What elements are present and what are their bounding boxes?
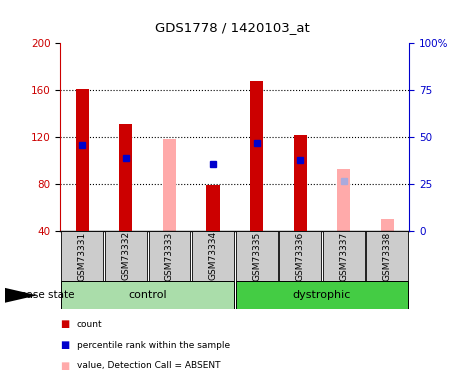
Bar [366, 231, 408, 281]
Polygon shape [5, 288, 37, 303]
Text: disease state: disease state [5, 290, 74, 300]
Bar [279, 231, 321, 281]
Text: GSM73336: GSM73336 [296, 231, 305, 280]
Bar [381, 219, 394, 231]
Text: value, Detection Call = ABSENT: value, Detection Call = ABSENT [77, 361, 220, 370]
Text: GSM73338: GSM73338 [383, 231, 392, 280]
Bar [148, 231, 190, 281]
Text: ■: ■ [60, 320, 70, 329]
Text: percentile rank within the sample: percentile rank within the sample [77, 340, 230, 350]
Bar [120, 124, 133, 231]
Bar [337, 168, 350, 231]
Text: GSM73332: GSM73332 [121, 231, 130, 280]
Bar [294, 135, 307, 231]
Text: control: control [128, 290, 167, 300]
Bar [192, 231, 234, 281]
Text: GDS1778 / 1420103_at: GDS1778 / 1420103_at [155, 21, 310, 34]
Bar [105, 231, 147, 281]
Text: GSM73334: GSM73334 [208, 231, 218, 280]
Bar [76, 89, 89, 231]
Text: GSM73331: GSM73331 [78, 231, 87, 280]
Bar [61, 281, 234, 309]
Bar [61, 231, 103, 281]
Text: GSM73333: GSM73333 [165, 231, 174, 280]
Bar [323, 231, 365, 281]
Text: ■: ■ [60, 340, 70, 350]
Bar [236, 281, 408, 309]
Text: count: count [77, 320, 102, 329]
Bar [163, 139, 176, 231]
Text: ■: ■ [60, 361, 70, 370]
Bar [236, 231, 278, 281]
Bar [206, 185, 219, 231]
Bar [250, 81, 263, 231]
Text: GSM73337: GSM73337 [339, 231, 348, 280]
Text: dystrophic: dystrophic [293, 290, 351, 300]
Text: GSM73335: GSM73335 [252, 231, 261, 280]
